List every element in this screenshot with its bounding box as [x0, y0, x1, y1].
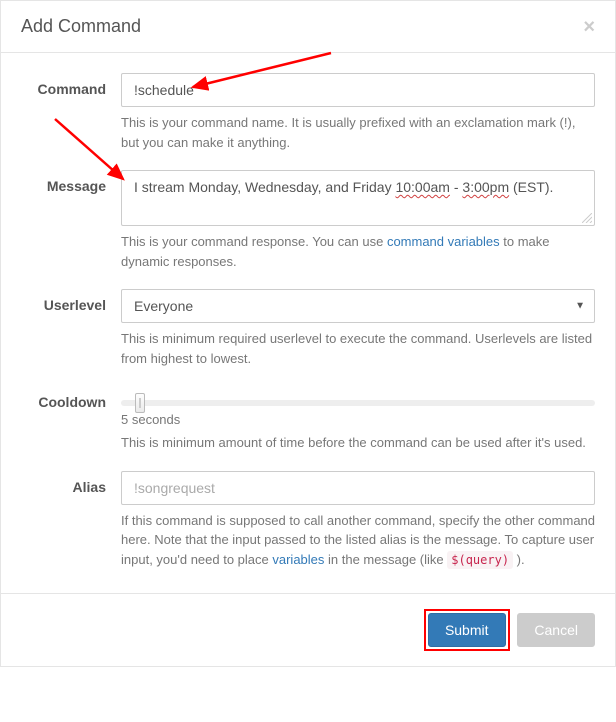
modal-title: Add Command [21, 16, 141, 37]
cooldown-value: 5 seconds [121, 412, 595, 427]
label-alias: Alias [21, 471, 121, 570]
close-icon[interactable]: × [583, 17, 595, 37]
message-text-mid: - [450, 179, 462, 195]
modal-header: Add Command × [1, 1, 615, 53]
submit-button[interactable]: Submit [428, 613, 506, 647]
add-command-modal: Add Command × Command This is your comma… [0, 0, 616, 667]
cancel-button[interactable]: Cancel [517, 613, 595, 647]
command-input[interactable] [121, 73, 595, 107]
message-time1: 10:00am [395, 179, 449, 195]
help-message-pre: This is your command response. You can u… [121, 234, 387, 249]
label-command: Command [21, 73, 121, 152]
row-message: Message I stream Monday, Wednesday, and … [21, 170, 595, 271]
help-command: This is your command name. It is usually… [121, 113, 595, 152]
label-cooldown: Cooldown [21, 386, 121, 453]
row-command: Command This is your command name. It is… [21, 73, 595, 152]
help-userlevel: This is minimum required userlevel to ex… [121, 329, 595, 368]
label-userlevel: Userlevel [21, 289, 121, 368]
help-message: This is your command response. You can u… [121, 232, 595, 271]
row-cooldown: Cooldown 5 seconds This is minimum amoun… [21, 386, 595, 453]
row-userlevel: Userlevel Everyone ▼ This is minimum req… [21, 289, 595, 368]
message-text-pre: I stream Monday, Wednesday, and Friday [134, 179, 395, 195]
userlevel-select[interactable]: Everyone [121, 289, 595, 323]
label-message: Message [21, 170, 121, 271]
message-text-post: (EST). [509, 179, 553, 195]
userlevel-selected: Everyone [134, 298, 193, 314]
modal-footer: Submit Cancel [1, 593, 615, 666]
cooldown-slider[interactable] [121, 400, 595, 406]
help-cooldown: This is minimum amount of time before th… [121, 433, 595, 453]
submit-highlight: Submit [424, 609, 510, 651]
code-query: $(query) [447, 551, 513, 569]
row-alias: Alias If this command is supposed to cal… [21, 471, 595, 570]
link-command-variables[interactable]: command variables [387, 234, 500, 249]
help-alias: If this command is supposed to call anot… [121, 511, 595, 570]
help-alias-2: in the message (like [324, 552, 447, 567]
message-time2: 3:00pm [462, 179, 509, 195]
help-alias-3: ). [513, 552, 525, 567]
slider-thumb[interactable] [135, 393, 145, 413]
message-textarea[interactable]: I stream Monday, Wednesday, and Friday 1… [121, 170, 595, 226]
link-variables[interactable]: variables [272, 552, 324, 567]
alias-input[interactable] [121, 471, 595, 505]
resize-handle-icon [582, 213, 592, 223]
modal-body: Command This is your command name. It is… [1, 53, 615, 593]
